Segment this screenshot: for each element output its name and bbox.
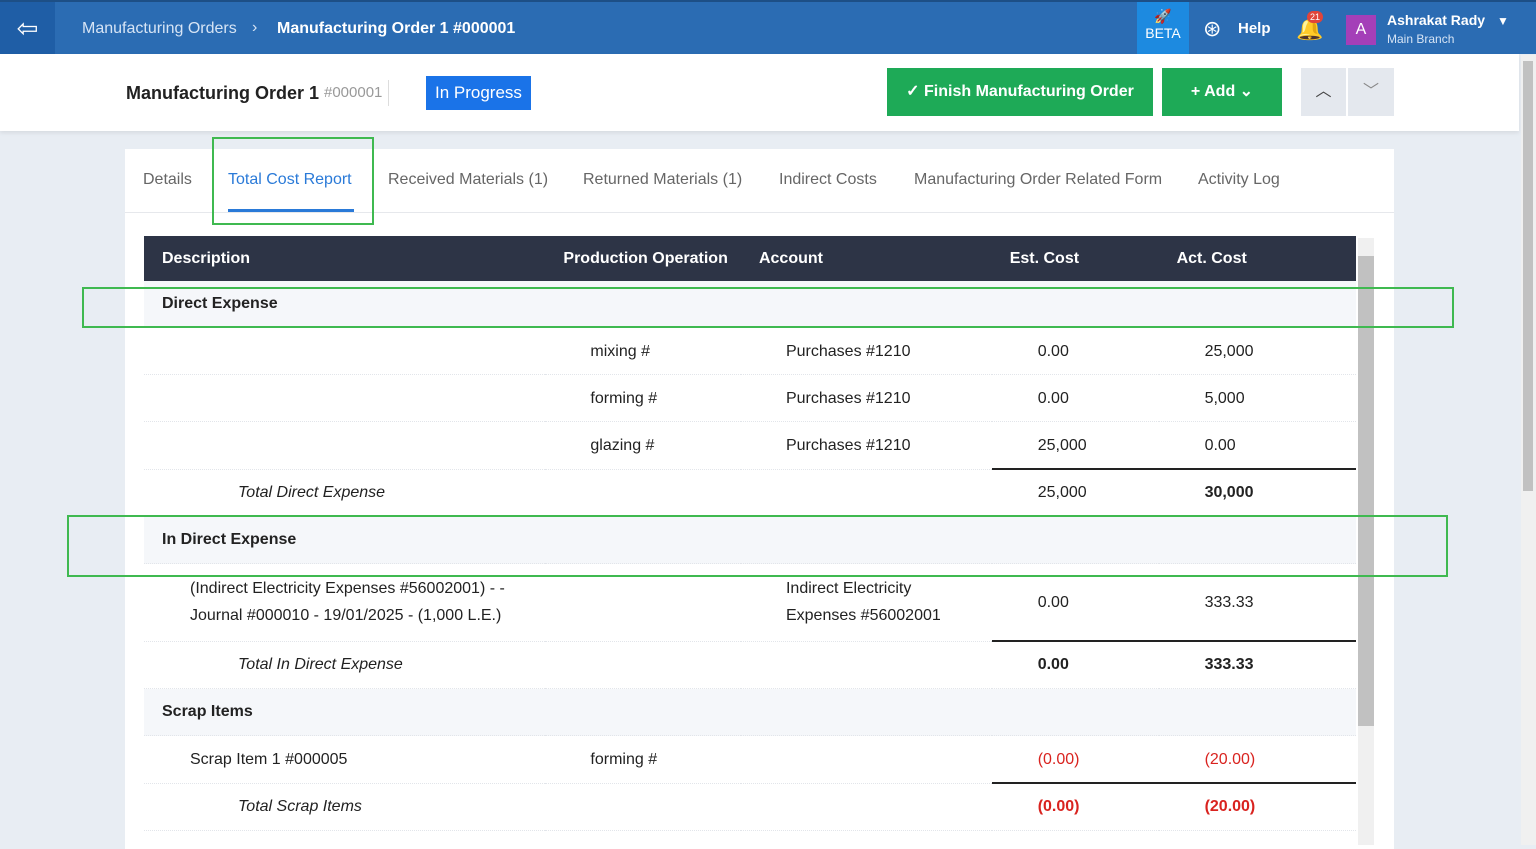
total-value: 333.33 [1158,640,1356,689]
table-cell: 0.00 [991,374,1159,422]
total-value: (20.00) [1158,782,1356,831]
total-value: 25,000 [991,468,1159,517]
highlight-box [67,515,1448,577]
tab[interactable]: Total Cost Report [228,171,352,188]
user-dropdown[interactable]: ▼ [1497,14,1509,28]
highlight-box [82,287,1454,328]
table-cell: glazing # [545,421,741,470]
add-label: Add [1204,83,1236,100]
total-label: Total In Direct Expense [144,641,992,689]
table-cell: 5,000 [1158,374,1356,422]
highlight-box [212,137,374,225]
next-button[interactable]: ﹀ [1348,68,1394,116]
column-header: Act. Cost [1158,236,1356,281]
total-value: 0.00 [991,640,1159,689]
cost-table: Description Production Operation Account Es… [144,236,1356,831]
user-name[interactable]: Ashrakat Rady [1387,12,1486,28]
tab[interactable]: Returned Materials (1) [583,171,743,188]
table-cell: mixing # [545,327,741,375]
total-label: Total Scrap Items [144,783,992,831]
table-cell: (0.00) [991,735,1159,784]
table-row: Scrap Item 1 #000005 forming # (0.00) (20.0… [144,735,1356,784]
table-row: mixing # Purchases #1210 0.00 25,000 [144,327,1356,375]
help-icon[interactable]: ⊛ [1203,16,1222,41]
menu-button[interactable]: ⇦ [0,2,55,54]
table-cell [144,421,546,470]
tab[interactable]: Indirect Costs [779,171,877,188]
table-row: glazing # Purchases #1210 25,000 0.00 [144,421,1356,470]
notification-count: 21 [1307,11,1324,23]
section-row: Scrap Items [144,688,1356,736]
table-cell: 25,000 [1158,327,1356,375]
total-value: 30,000 [1158,468,1356,517]
table-cell: forming # [545,374,741,422]
top-bar: ⇦ Manufacturing Orders › Manufacturing O… [0,0,1536,54]
tab[interactable]: Details [143,171,192,188]
table-cell: Purchases #1210 [740,421,992,470]
total-row: Total In Direct Expense 0.00 333.33 [144,640,1356,689]
breadcrumb-sep: › [252,19,258,36]
user-branch: Main Branch [1387,32,1455,46]
page-header: Manufacturing Order 1 #000001 In Progres… [0,54,1519,131]
tab-underline [228,209,354,212]
column-header: Est. Cost [991,236,1159,281]
order-number: #000001 [324,84,383,101]
table-cell: 0.00 [991,327,1159,375]
avatar[interactable]: A [1346,15,1376,45]
section-title: In Direct Expense [144,516,1356,564]
table-cell [144,374,546,422]
table-row: forming # Purchases #1210 0.00 5,000 [144,374,1356,422]
breadcrumb-link[interactable]: Manufacturing Orders [82,20,237,37]
finish-button[interactable]: ✓ Finish Manufacturing Order [887,68,1153,116]
section-row: In Direct Expense [144,516,1356,564]
total-row: Total Direct Expense 25,000 30,000 [144,468,1356,517]
table-cell: 25,000 [991,421,1159,470]
column-header: Account [740,236,992,281]
beta-label: BETA [1145,25,1181,41]
breadcrumb-current: Manufacturing Order 1 #000001 [277,20,516,37]
order-title: Manufacturing Order 1 [126,83,320,103]
table-cell: (20.00) [1158,735,1356,784]
page-scrollbar[interactable] [1521,55,1536,845]
tab[interactable]: Activity Log [1198,171,1280,188]
total-label: Total Direct Expense [144,469,992,517]
table-cell [144,327,546,375]
scrollbar[interactable] [1358,238,1374,845]
column-header: Description [144,236,546,281]
table-cell: 0.00 [1158,421,1356,470]
total-row: Total Scrap Items (0.00) (20.00) [144,782,1356,831]
column-header: Production Operation [545,236,741,281]
beta-button[interactable]: 🚀 BETA [1137,2,1189,54]
help-link[interactable]: Help [1238,20,1271,37]
tab-bar: Details Total Cost Report Received Materia… [125,149,1394,213]
divider [388,80,389,106]
tab[interactable]: Manufacturing Order Related Form [914,171,1163,188]
section-title: Scrap Items [144,688,1356,736]
header-row: Description Production Operation Account Es… [144,236,1356,281]
table-cell: Purchases #1210 [740,327,992,375]
finish-label: Finish Manufacturing Order [924,83,1134,100]
table-cell: Scrap Item 1 #000005 [144,735,546,784]
tab[interactable]: Received Materials (1) [388,171,549,188]
table-cell: forming # [545,735,741,784]
table-cell [740,735,992,784]
status-badge: In Progress [426,76,531,110]
table-cell: Purchases #1210 [740,374,992,422]
add-button[interactable]: + Add ⌄ [1162,68,1282,116]
prev-button[interactable]: ︿ [1301,68,1346,116]
total-value: (0.00) [991,782,1159,831]
